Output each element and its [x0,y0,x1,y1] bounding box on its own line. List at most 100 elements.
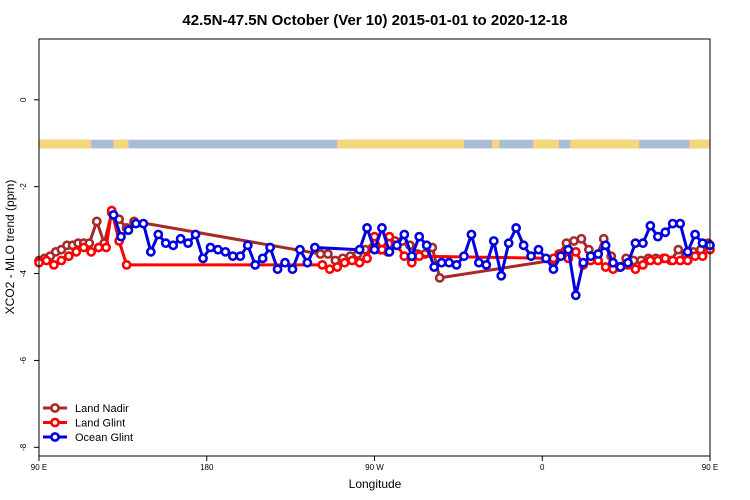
x-tick-label: 90 E [31,463,47,472]
data-point [503,238,514,249]
data-point [280,257,290,268]
land-strip-segment [491,139,500,149]
data-point [354,244,365,255]
data-point [93,242,104,253]
x-tick-label: 180 [200,463,214,472]
legend-item: Land Glint [43,418,125,430]
land-strip-segment [113,139,129,149]
data-point [548,253,559,264]
data-point [235,251,246,262]
data-point [287,264,298,275]
data-point [697,238,708,249]
data-point [615,262,626,272]
data-point [436,257,447,268]
land-strip-segment [337,139,464,149]
data-point [242,240,253,251]
data-point [362,223,372,233]
data-point [645,220,656,231]
data-point [459,251,469,262]
data-point [548,264,559,275]
data-point [660,253,671,264]
data-point [213,244,223,255]
x-tick-label: 90 E [702,463,718,472]
data-point [123,225,134,236]
data-point [682,246,693,257]
data-point [518,240,529,251]
y-tick-label: -2 [19,183,28,191]
data-point [323,249,333,259]
data-point [49,259,59,270]
data-point [414,251,425,262]
data-point [362,253,372,264]
data-point [526,251,536,262]
y-axis-label: XCO2 - MLO trend (ppm) [3,180,17,315]
data-point [324,264,335,275]
data-point [414,231,425,242]
legend-item: Ocean Glint [43,432,133,444]
legend-label: Ocean Glint [75,432,133,444]
data-point [675,218,686,229]
data-point [675,255,686,266]
x-tick-label: 90 W [365,463,384,472]
data-point [205,242,216,253]
data-point [511,223,522,233]
land-strip-segment [532,139,560,149]
data-point [332,262,343,272]
land-strip-segment [689,139,710,149]
series-layer [34,205,715,301]
data-point [108,210,119,220]
y-tick-label: -6 [19,356,28,364]
data-point [555,251,566,262]
data-point [660,227,671,238]
data-point [145,246,156,257]
legend-item: Land Nadir [43,403,129,415]
data-point [121,259,132,270]
data-point [451,259,462,270]
data-point [673,244,684,255]
y-tick-label: -8 [19,443,28,451]
data-point [175,233,186,244]
data-point [399,251,410,262]
legend: Land Nadir Land Glint Ocean Glint [43,403,133,444]
series-ocean-glint [108,210,715,301]
data-point [434,273,445,283]
land-strip-segment [39,139,92,149]
data-point [576,233,587,244]
data-point [638,259,648,270]
data-point [682,255,693,266]
data-point [391,240,402,251]
data-point [570,290,581,301]
data-point [309,242,320,253]
data-point [257,253,268,264]
data-point [444,257,454,268]
data-point [399,229,410,240]
data-point [317,259,328,270]
data-point [168,240,179,251]
data-point [630,264,641,275]
data-point [220,246,231,257]
data-point [421,240,432,251]
data-point [377,223,387,233]
data-point [585,251,596,262]
data-point [406,251,417,262]
data-point [315,249,326,259]
data-point [473,257,484,268]
data-point [369,244,380,255]
data-point [623,257,633,268]
data-point [190,229,201,240]
data-point [153,229,164,240]
data-point [541,253,551,264]
data-point [91,216,102,227]
data-point [384,246,395,257]
data-point [600,262,611,272]
data-point [227,251,238,262]
data-point [533,244,544,255]
legend-label: Land Nadir [75,403,129,415]
data-point [690,229,700,240]
data-point [116,231,126,242]
data-point [302,257,313,268]
land-strip-segment [570,139,640,149]
data-point [138,218,149,229]
data-point [496,270,507,281]
data-point [198,253,208,264]
